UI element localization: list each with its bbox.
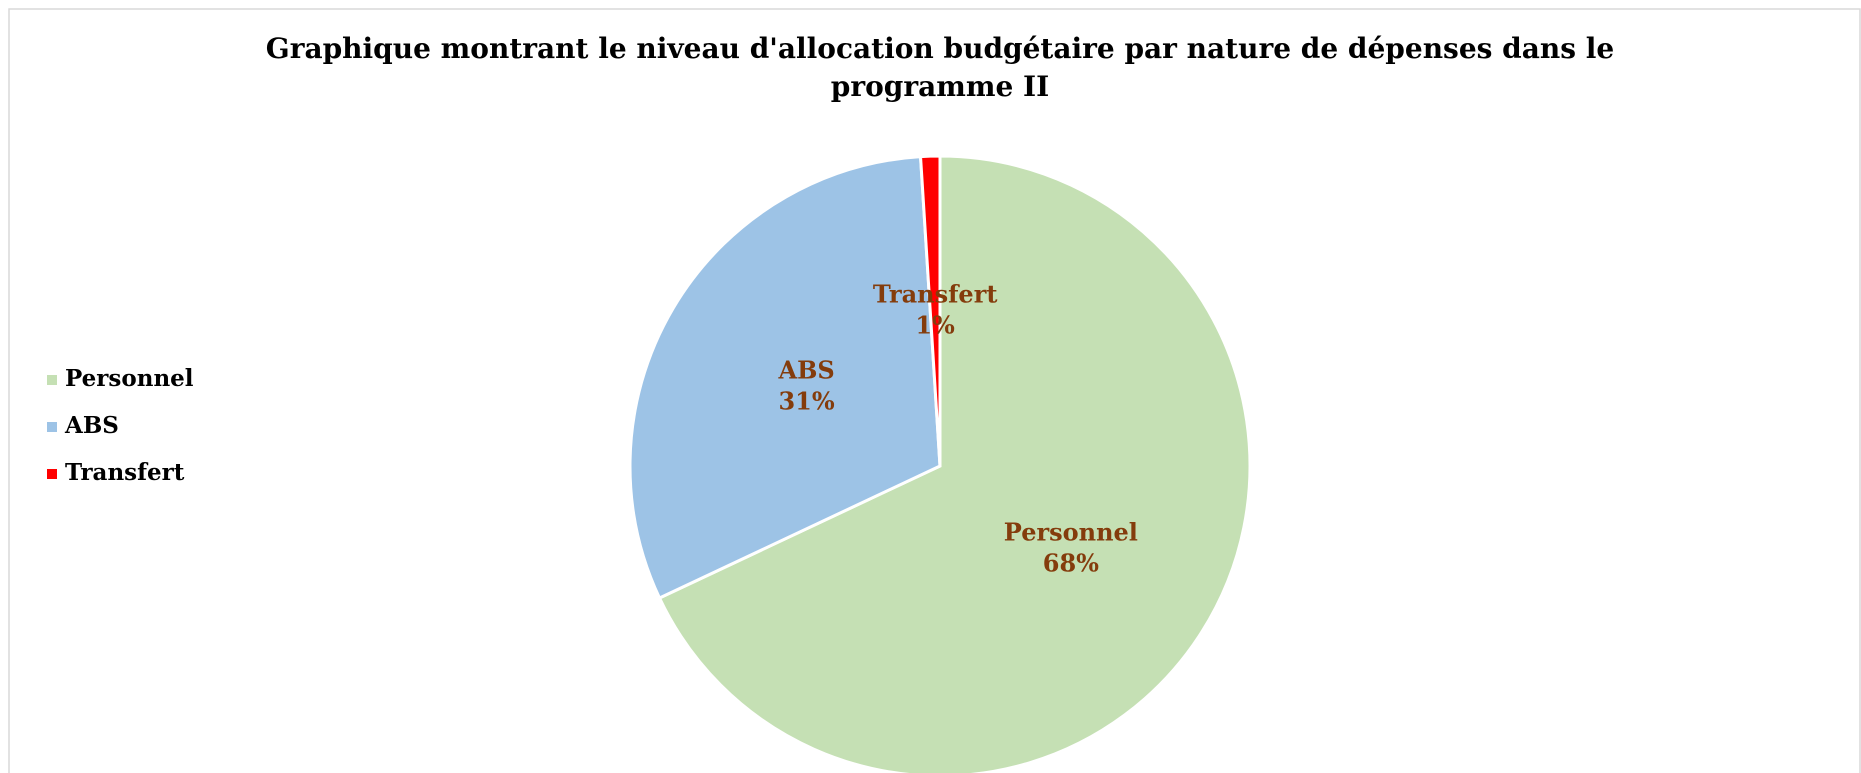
slice-value-label: 31% xyxy=(778,387,834,416)
legend-swatch xyxy=(47,375,57,385)
pie-slice xyxy=(657,154,1252,773)
slice-category-label: Transfert xyxy=(873,280,998,309)
slice-category-label: ABS xyxy=(777,356,834,385)
legend-label: ABS xyxy=(64,412,119,439)
pie-slice xyxy=(918,154,942,467)
slice-value-label: 68% xyxy=(1043,549,1099,578)
chart-title: Graphique montrant le niveau d'allocatio… xyxy=(265,32,1615,103)
pie-slice xyxy=(628,155,942,600)
legend-swatch xyxy=(47,469,57,479)
slice-value-label: 1% xyxy=(915,311,955,340)
slice-category-label: Personnel xyxy=(1004,518,1138,547)
legend-swatch xyxy=(47,422,57,432)
legend-label: Personnel xyxy=(65,365,194,392)
legend-label: Transfert xyxy=(65,459,185,486)
chart-border xyxy=(8,8,1861,773)
